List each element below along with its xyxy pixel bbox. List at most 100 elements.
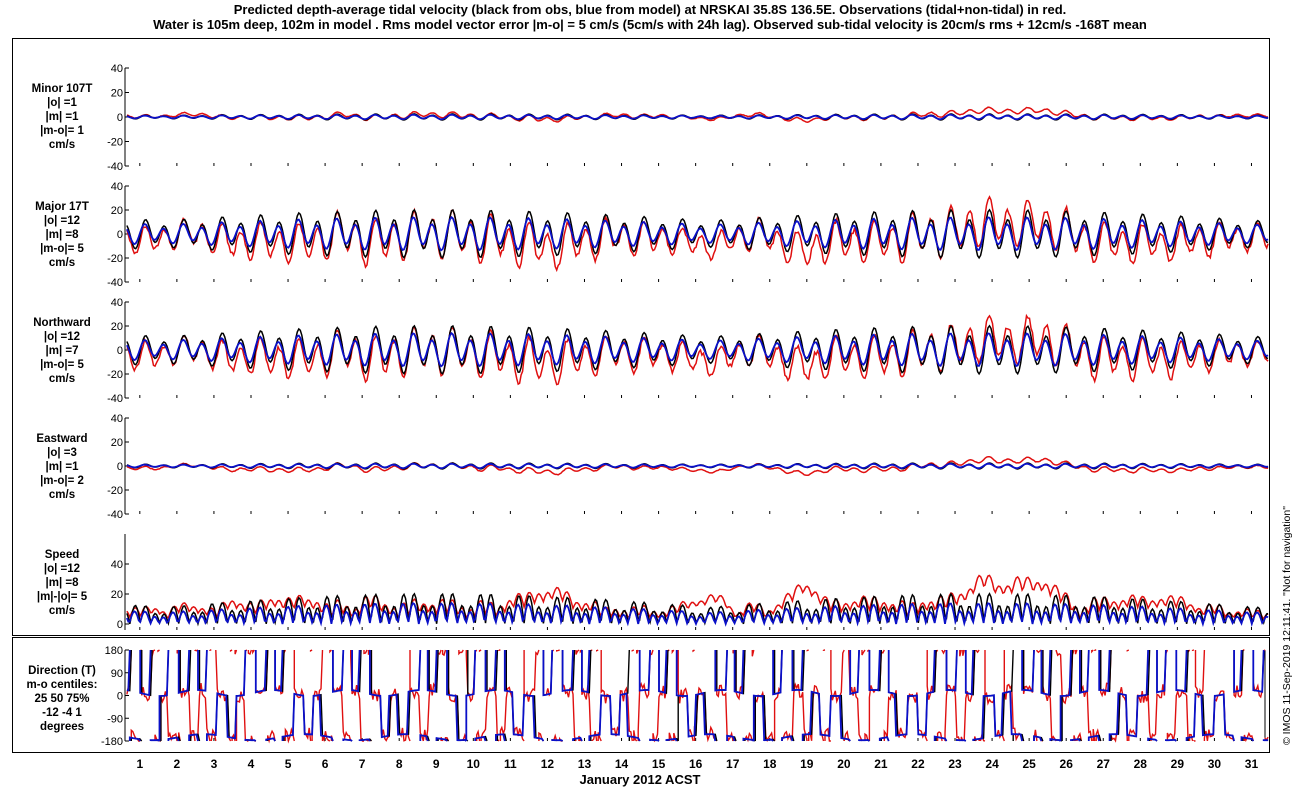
x-tick-label-day-1: 1: [136, 757, 143, 771]
direction-panel-label-line: m-o centiles:: [27, 679, 98, 691]
direction-obs-line: [806, 649, 809, 652]
minor-y-tick-label: 20: [111, 88, 123, 100]
direction-obs-line: [197, 683, 211, 742]
direction-model-line: [572, 736, 583, 742]
direction-model-line: [868, 649, 881, 692]
x-tick-label-day-6: 6: [322, 757, 329, 771]
direction-obs-line: [157, 649, 160, 653]
direction-model-line: [254, 649, 268, 694]
direction-model-line: [542, 649, 554, 697]
x-tick-label-day-21: 21: [874, 757, 888, 771]
minor-y-tick-label: -40: [107, 161, 123, 173]
minor-y-tick-label: -20: [107, 137, 123, 149]
direction-obs-line: [441, 649, 447, 657]
direction-obs-line: [1166, 688, 1189, 742]
x-tick-label-day-16: 16: [689, 757, 703, 771]
direction-obs-line: [692, 649, 695, 653]
minor-panel-label-line: |o| =1: [47, 97, 77, 109]
direction-model-line: [1049, 738, 1062, 742]
x-tick-label-day-14: 14: [615, 757, 629, 771]
speed-y-tick-label: 40: [111, 559, 123, 571]
direction-model-line: [733, 649, 745, 695]
direction-model-line: [1021, 649, 1035, 692]
major-panel-label-line: |m| =8: [46, 229, 80, 241]
direction-obs-line: [861, 649, 866, 656]
x-tick-label-day-18: 18: [763, 757, 777, 771]
speed-model-line: [126, 601, 1269, 628]
east-panel-label: Eastward |o| =3 |m| =1 |m-o|= 2 cm/s: [36, 433, 87, 501]
direction-model-line: [752, 694, 766, 742]
direction-obs-line: [1243, 731, 1254, 743]
direction-obs-line: [975, 649, 980, 654]
north-tidal-obs-line: [126, 324, 1269, 376]
direction-model-line: [933, 735, 948, 742]
direction-obs-line: [478, 649, 482, 653]
east-panel-label-line: |o| =3: [47, 447, 77, 459]
direction-panel-label-line: -12 -4 1: [42, 707, 82, 719]
direction-model-line: [274, 649, 284, 692]
direction-model-line: [588, 692, 641, 742]
direction-obs-line: [1126, 649, 1130, 652]
direction-model-line: [649, 738, 660, 742]
direction-obs-line: [1128, 649, 1169, 741]
direction-model-line: [503, 650, 545, 742]
direction-model-line: [781, 735, 794, 742]
direction-model-line: [1087, 734, 1101, 742]
direction-obs-line: [944, 684, 961, 742]
major-y-tick-label: 40: [111, 181, 123, 193]
x-tick-label-day-11: 11: [504, 757, 517, 771]
direction-model-line: [1070, 738, 1081, 742]
direction-model-line: [419, 734, 429, 742]
x-tick-label-day-20: 20: [837, 757, 851, 771]
labels-layer: 1 2 3 4 5 6 7 8 9 10 11 12 13 14 15 16 17 18 19 20 21 22 23 24 2…: [27, 63, 1259, 771]
x-tick-label-day-3: 3: [211, 757, 218, 771]
major-panel-label-line: Major 17T: [35, 201, 89, 213]
north-panel-label-line: Northward: [33, 317, 91, 329]
direction-obs-line: [130, 728, 141, 742]
direction-model-line: [465, 649, 477, 741]
direction-obs-line: [523, 649, 540, 702]
direction-obs-line: [575, 649, 580, 655]
direction-obs-line: [1194, 649, 1206, 698]
direction-obs-line: [1091, 649, 1094, 654]
direction-obs-line: [1036, 649, 1042, 654]
direction-model-line: [205, 649, 247, 741]
minor-panel-label-line: cm/s: [49, 139, 75, 151]
direction-model-line: [1185, 692, 1235, 742]
direction-model-line: [1233, 649, 1243, 693]
direction-model-line: [675, 650, 717, 742]
x-axis-title: January 2012 ACST: [580, 772, 701, 787]
direction-obs-line: [633, 730, 638, 742]
series-layer: [126, 106, 1269, 744]
direction-model-line: [801, 690, 851, 742]
major-y-tick-label: 20: [111, 205, 123, 217]
direction-model-line: [1059, 649, 1072, 741]
direction-model-line: [658, 649, 668, 694]
direction-obs-line: [936, 731, 943, 742]
direction-model-line: [561, 649, 574, 692]
direction-model-line: [167, 736, 180, 742]
direction-panel-label-line: Direction (T): [28, 665, 96, 677]
direction-obs-line: [596, 649, 599, 652]
east-y-tick-label: 40: [111, 413, 123, 425]
major-panel-label-line: cm/s: [49, 257, 75, 269]
minor-y-tick-label: 40: [111, 63, 123, 75]
direction-model-line: [281, 692, 334, 742]
speed-panel-label-line: |m| =8: [46, 577, 80, 589]
x-tick-label-day-23: 23: [948, 757, 962, 771]
direction-model-line: [726, 734, 736, 742]
direction-model-line: [128, 736, 141, 742]
direction-model-line: [197, 649, 208, 692]
major-model-line: [126, 215, 1269, 252]
east-y-tick-label: 0: [117, 461, 123, 473]
direction-panel-label: Direction (T) m-o centiles: 25 50 75% -12 -…: [27, 665, 98, 733]
direction-model-line: [1252, 649, 1265, 693]
x-tick-label-day-10: 10: [467, 757, 481, 771]
direction-model-line: [331, 649, 345, 693]
x-tick-label-day-7: 7: [359, 757, 366, 771]
east-model-line: [126, 462, 1269, 470]
direction-obs-line: [1080, 650, 1093, 742]
direction-model-line: [714, 649, 728, 692]
direction-obs-line: [716, 650, 734, 742]
x-tick-label-day-5: 5: [285, 757, 292, 771]
